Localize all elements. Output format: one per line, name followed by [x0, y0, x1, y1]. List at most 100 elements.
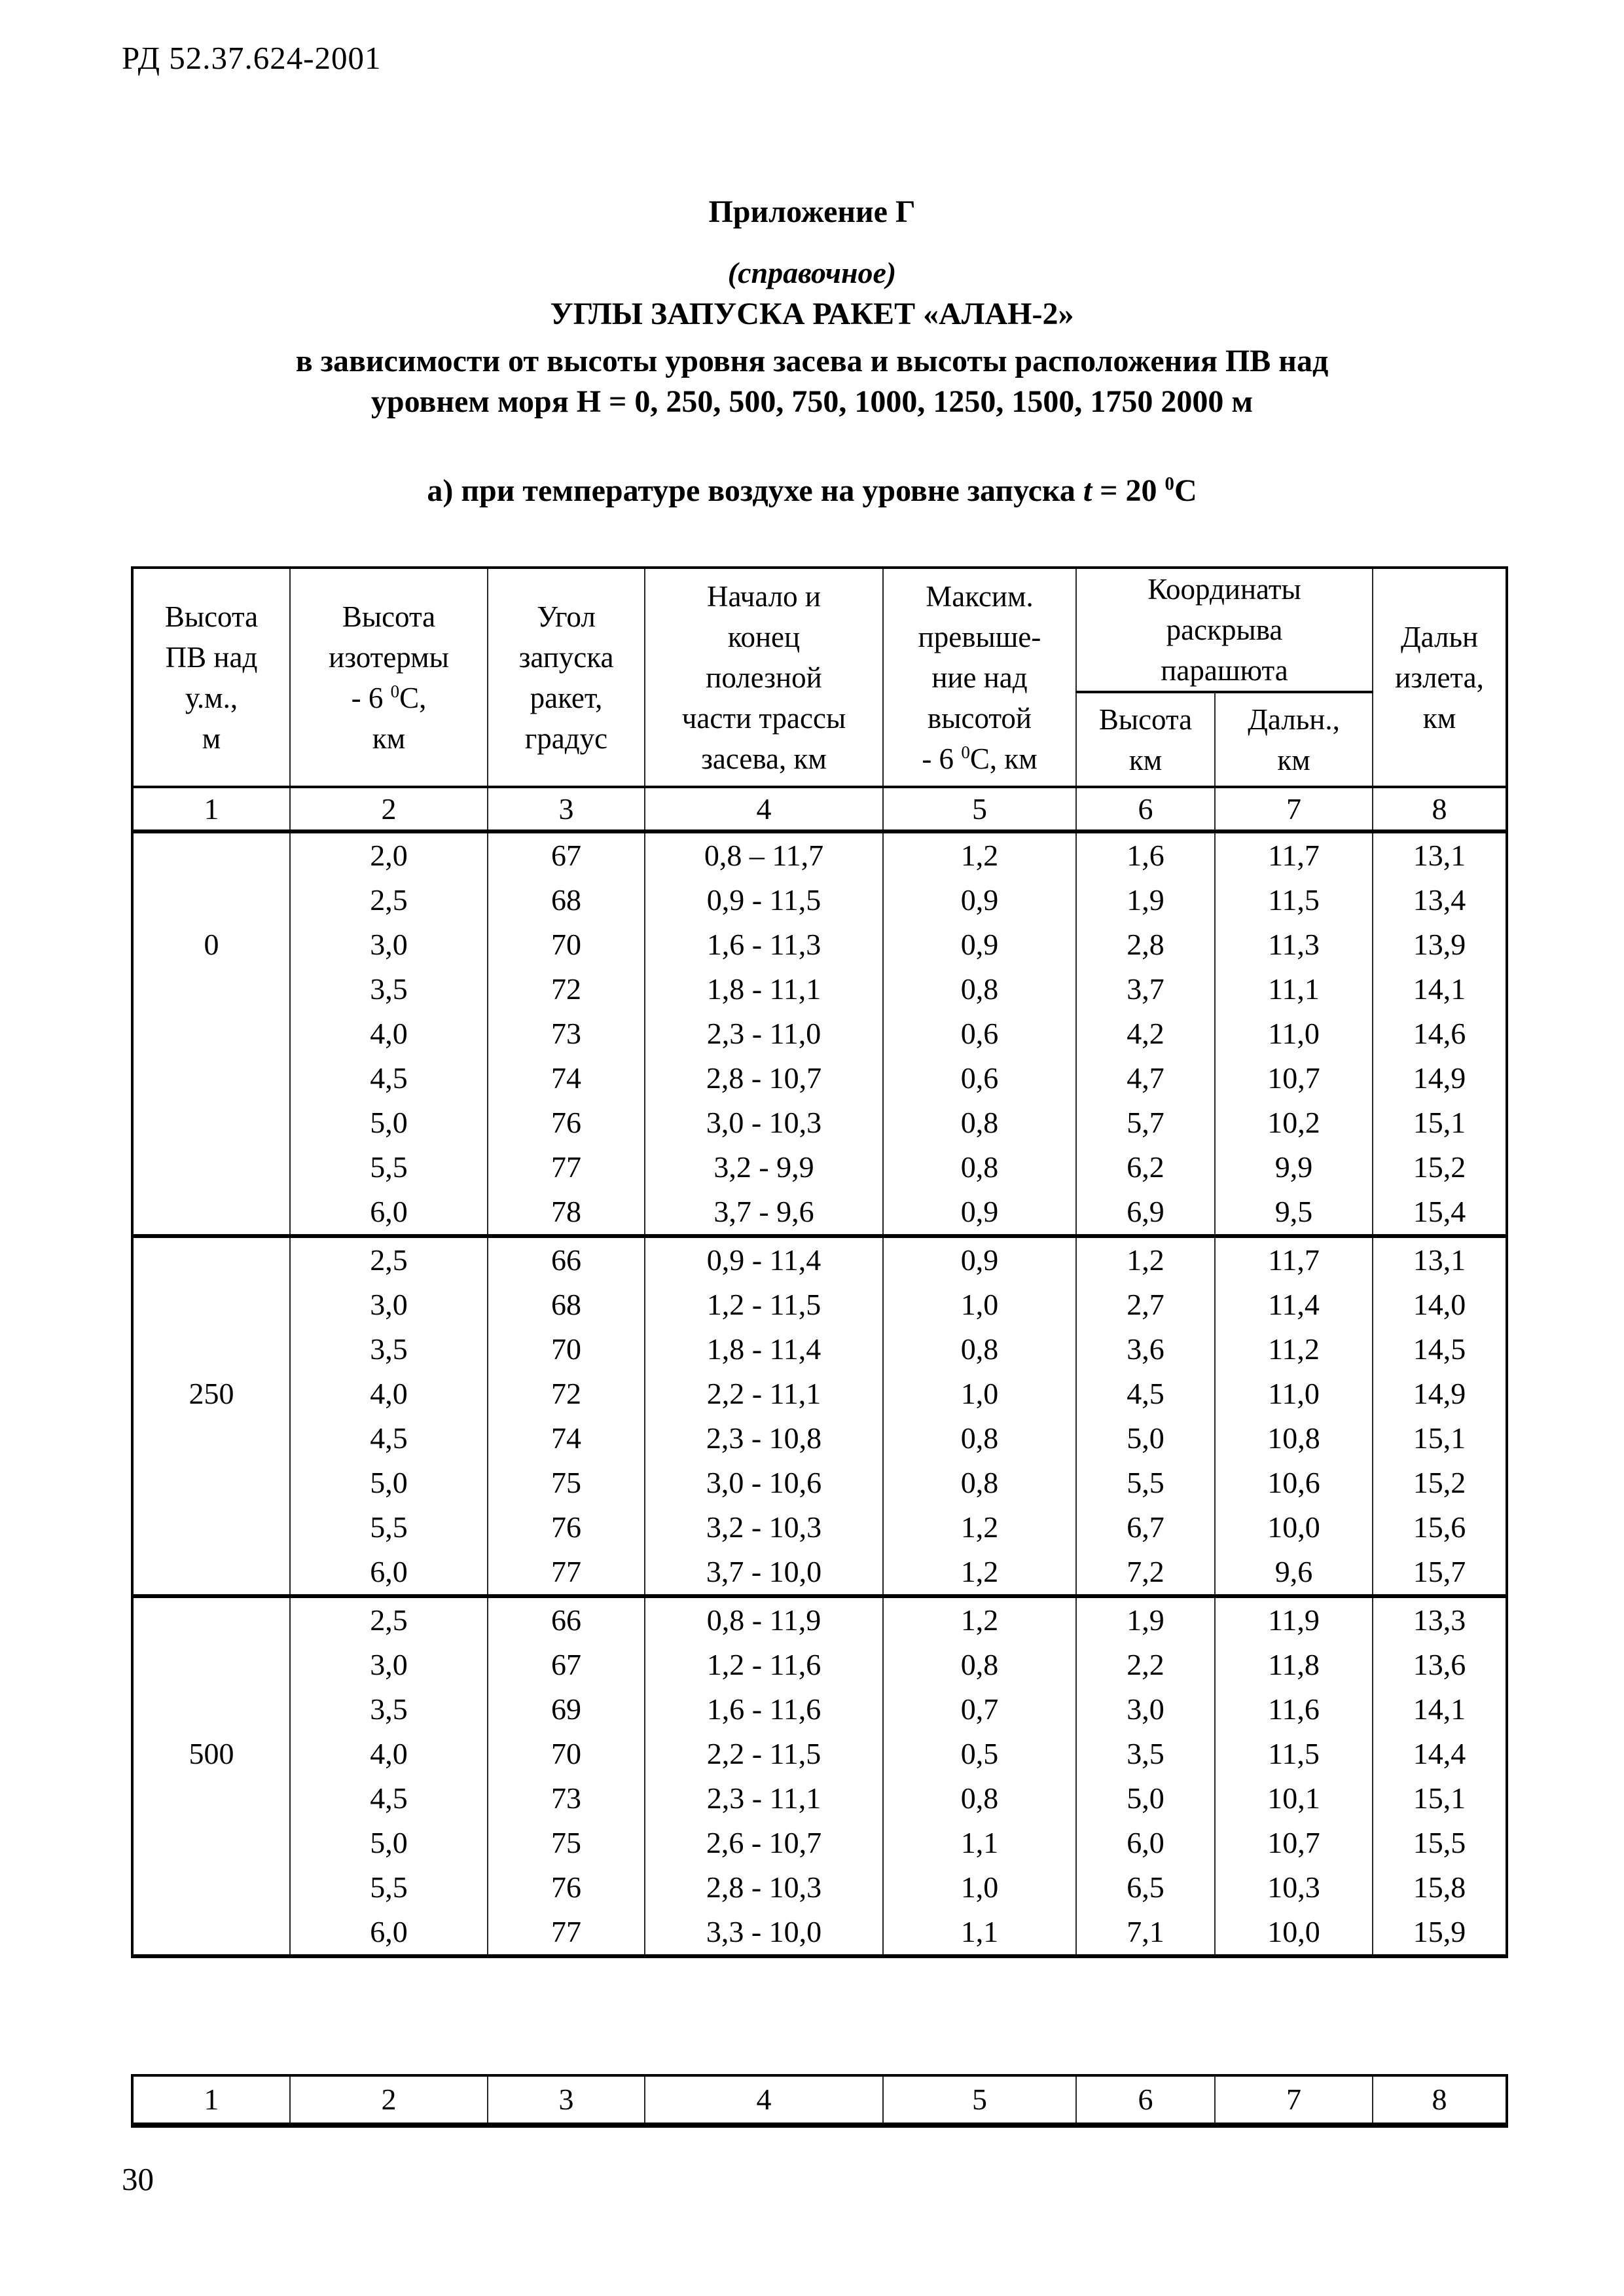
table-cell: 13,1 [1372, 829, 1508, 878]
main-heading: УГЛЫ ЗАПУСКА РАКЕТ «АЛАН-2» [550, 297, 1074, 331]
table-cell: 11,2 [1214, 1327, 1374, 1372]
table-cell: 14,0 [1372, 1283, 1508, 1327]
table-cell: 15,2 [1372, 1461, 1508, 1505]
table-row: 250 2,5 66 0,9 - 11,4 0,9 1,2 11,7 13,1 [132, 1234, 1508, 1596]
table-cell: 5,5 [289, 1865, 488, 1910]
column-number: 2 [289, 786, 488, 833]
table-cell: 5,7 [1075, 1101, 1216, 1145]
table-cell: 1,8 - 11,1 [644, 967, 884, 1011]
table-cell: 5,0 [289, 1101, 488, 1145]
table-cell: 5,5 [1075, 1461, 1216, 1505]
header-col3: Угол запуска ракет, градус [487, 568, 645, 787]
table-cell: 14,5 [1372, 1327, 1508, 1372]
table-cell: 5,5 [289, 1505, 488, 1550]
table-cell: 1,2 - 11,6 [644, 1643, 884, 1687]
table-cell: 4,5 [289, 1776, 488, 1821]
table-cell: 3,0 - 10,6 [644, 1461, 884, 1505]
table-cell: 3,7 - 10,0 [644, 1550, 884, 1596]
table-cell: 0,5 [882, 1732, 1077, 1776]
table-cell: 4,2 [1075, 1011, 1216, 1056]
column-number: 7 [1214, 786, 1374, 833]
table-row: 5,5 76 2,8 - 10,3 1,0 6,5 10,3 15,8 [132, 1865, 1508, 1910]
table-cell: 0,6 [882, 1056, 1077, 1101]
table-cell: 2,2 [1075, 1643, 1216, 1687]
table-row: 4,0 72 2,2 - 11,1 1,0 4,5 11,0 14,9 [132, 1372, 1508, 1416]
table-cell: 14,1 [1372, 967, 1508, 1011]
column-number: 3 [487, 786, 645, 833]
table-cell: 11,3 [1214, 922, 1374, 967]
doc-code: РД 52.37.624-2001 [122, 40, 382, 76]
group-height-cell: 250 [132, 1234, 291, 1596]
table-cell: 6,0 [289, 1550, 488, 1596]
table-cell: 4,0 [289, 1011, 488, 1056]
table-cell: 4,7 [1075, 1056, 1216, 1101]
header-col8: Дальн излета, км [1372, 568, 1508, 787]
table-cell: 1,0 [882, 1283, 1077, 1327]
table-cell: 9,9 [1214, 1145, 1374, 1190]
table-cell: 0,8 [882, 1776, 1077, 1821]
table-cell: 10,2 [1214, 1101, 1374, 1145]
table-cell: 6,9 [1075, 1190, 1216, 1236]
subheader-row: Высота км Дальн., км [132, 692, 1507, 787]
table-cell: 67 [487, 829, 645, 878]
table-cell: 0,9 [882, 1190, 1077, 1236]
table-cell: 10,7 [1214, 1056, 1374, 1101]
table-cell: 14,6 [1372, 1011, 1508, 1056]
table-cell: 3,5 [289, 1327, 488, 1372]
table-cell: 11,4 [1214, 1283, 1374, 1327]
table-cell: 2,5 [289, 878, 488, 922]
page-number: 30 [122, 2161, 154, 2197]
column-number: 6 [1075, 2075, 1216, 2125]
table-cell: 70 [487, 1327, 645, 1372]
header-row: Высота ПВ над у.м., м Высота изотермы - 6 0С,… [132, 568, 1508, 787]
table-cell: 5,0 [289, 1821, 488, 1865]
table-cell: 73 [487, 1776, 645, 1821]
table-cell: 69 [487, 1687, 645, 1732]
table-cell: 11,7 [1214, 1234, 1374, 1283]
table-cell: 3,6 [1075, 1327, 1216, 1372]
table-cell: 10,0 [1214, 1505, 1374, 1550]
table-cell: 7,2 [1075, 1550, 1216, 1596]
header-col7: Дальн., км [1214, 692, 1374, 787]
table-cell: 0,8 [882, 1327, 1077, 1372]
table-cell: 15,4 [1372, 1190, 1508, 1236]
table-cell: 72 [487, 1372, 645, 1416]
table-cell: 11,5 [1214, 1732, 1374, 1776]
table-cell: 11,6 [1214, 1687, 1374, 1732]
table-cell: 75 [487, 1461, 645, 1505]
table-row: 6,0 77 3,3 - 10,0 1,1 7,1 10,0 15,9 [132, 1910, 1508, 1956]
table-cell: 2,5 [289, 1594, 488, 1643]
table-cell: 1,2 [882, 1550, 1077, 1596]
table-row: 5,0 76 3,0 - 10,3 0,8 5,7 10,2 15,1 [132, 1101, 1508, 1145]
table-cell: 11,8 [1214, 1643, 1374, 1687]
table-cell: 3,5 [1075, 1732, 1216, 1776]
table-cell: 77 [487, 1550, 645, 1596]
table-cell: 5,5 [289, 1145, 488, 1190]
header-col1: Высота ПВ над у.м., м [132, 568, 291, 787]
group-height-cell: 0 [132, 829, 291, 1236]
group-height-label: 250 [189, 1377, 234, 1410]
table-cell: 15,9 [1372, 1910, 1508, 1956]
table-cell: 76 [487, 1505, 645, 1550]
table-cell: 77 [487, 1145, 645, 1190]
table-cell: 4,0 [289, 1732, 488, 1776]
table-cell: 13,3 [1372, 1594, 1508, 1643]
column-number: 4 [644, 786, 884, 833]
table-cell: 10,0 [1214, 1910, 1374, 1956]
table-cell: 72 [487, 967, 645, 1011]
table-cell: 4,5 [289, 1056, 488, 1101]
header-col4: Начало и конец полезной части трассы засева,… [644, 568, 884, 787]
table-cell: 2,3 - 10,8 [644, 1416, 884, 1461]
table-cell: 6,7 [1075, 1505, 1216, 1550]
table-cell: 4,0 [289, 1372, 488, 1416]
group-height-label: 500 [189, 1737, 234, 1770]
table-cell: 1,8 - 11,4 [644, 1327, 884, 1372]
launch-angles-table: Высота ПВ над у.м., м Высота изотермы - 6 0С,… [131, 566, 1509, 1958]
column-number: 5 [882, 2075, 1077, 2125]
table-row: 3,0 70 1,6 - 11,3 0,9 2,8 11,3 13,9 [132, 922, 1508, 967]
table-row: 3,0 68 1,2 - 11,5 1,0 2,7 11,4 14,0 [132, 1283, 1508, 1327]
table-cell: 3,5 [289, 967, 488, 1011]
table-row: 5,5 76 3,2 - 10,3 1,2 6,7 10,0 15,6 [132, 1505, 1508, 1550]
table-cell: 0,6 [882, 1011, 1077, 1056]
